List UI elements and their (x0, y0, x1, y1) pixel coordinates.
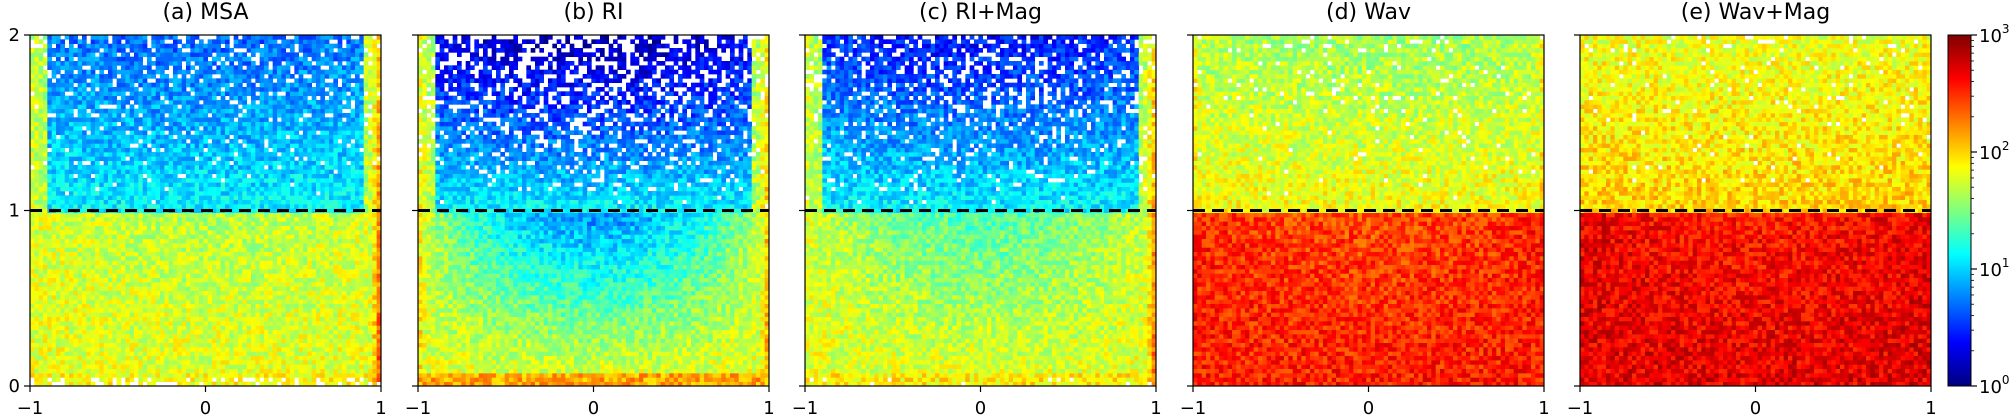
panel-5: (e) Wav+Mag −1 0 1 (1567, 0, 1937, 418)
colorbar-tick-exponent: 1 (2002, 256, 2010, 270)
colorbar-tick-label: 100 (1979, 373, 2010, 398)
colorbar-gradient (1948, 35, 1971, 386)
x-tick-label: 0 (200, 398, 211, 418)
colorbar-tick-label: 103 (1979, 22, 2010, 47)
panel-title: (c) RI+Mag (919, 0, 1042, 25)
x-tick-label: −1 (405, 398, 432, 418)
panel-3: (c) RI+Mag −1 0 1 (792, 0, 1162, 418)
panel-title: (e) Wav+Mag (1681, 0, 1830, 25)
x-tick-label: 0 (1363, 398, 1374, 418)
y-tick-label: 1 (9, 201, 20, 222)
y-tick-label: 0 (9, 376, 20, 397)
x-tick-label: −1 (1567, 398, 1594, 418)
x-tick-label: −1 (792, 398, 819, 418)
colorbar-tick-exponent: 2 (2002, 139, 2010, 153)
x-tick-label: 1 (1150, 398, 1161, 418)
x-tick-label: 1 (763, 398, 774, 418)
panel-title: (d) Wav (1326, 0, 1411, 25)
panel-4: (d) Wav −1 0 1 (1180, 0, 1550, 418)
x-tick-label: 1 (375, 398, 386, 418)
colorbar-tick-base: 10 (1979, 260, 2002, 281)
colorbar-tick-base: 10 (1979, 26, 2002, 47)
panel-title: (a) MSA (162, 0, 248, 25)
panel-title: (b) RI (564, 0, 624, 25)
x-tick-label: −1 (1180, 398, 1207, 418)
x-tick-label: 1 (1538, 398, 1549, 418)
colorbar-tick-label: 102 (1979, 139, 2010, 164)
x-tick-label: 0 (975, 398, 986, 418)
x-tick-label: 0 (588, 398, 599, 418)
colorbar-tick-label: 101 (1979, 256, 2010, 281)
panel-2: (b) RI −1 0 1 (405, 0, 775, 418)
x-tick-label: 1 (1925, 398, 1936, 418)
x-tick-label: 0 (1750, 398, 1761, 418)
colorbar-tick-exponent: 0 (2002, 373, 2010, 387)
colorbar-tick-base: 10 (1979, 143, 2002, 164)
x-tick-label: −1 (17, 398, 44, 418)
y-tick-label: 2 (9, 25, 20, 46)
colorbar-tick-exponent: 3 (2002, 22, 2010, 36)
colorbar-tick-base: 10 (1979, 377, 2002, 398)
